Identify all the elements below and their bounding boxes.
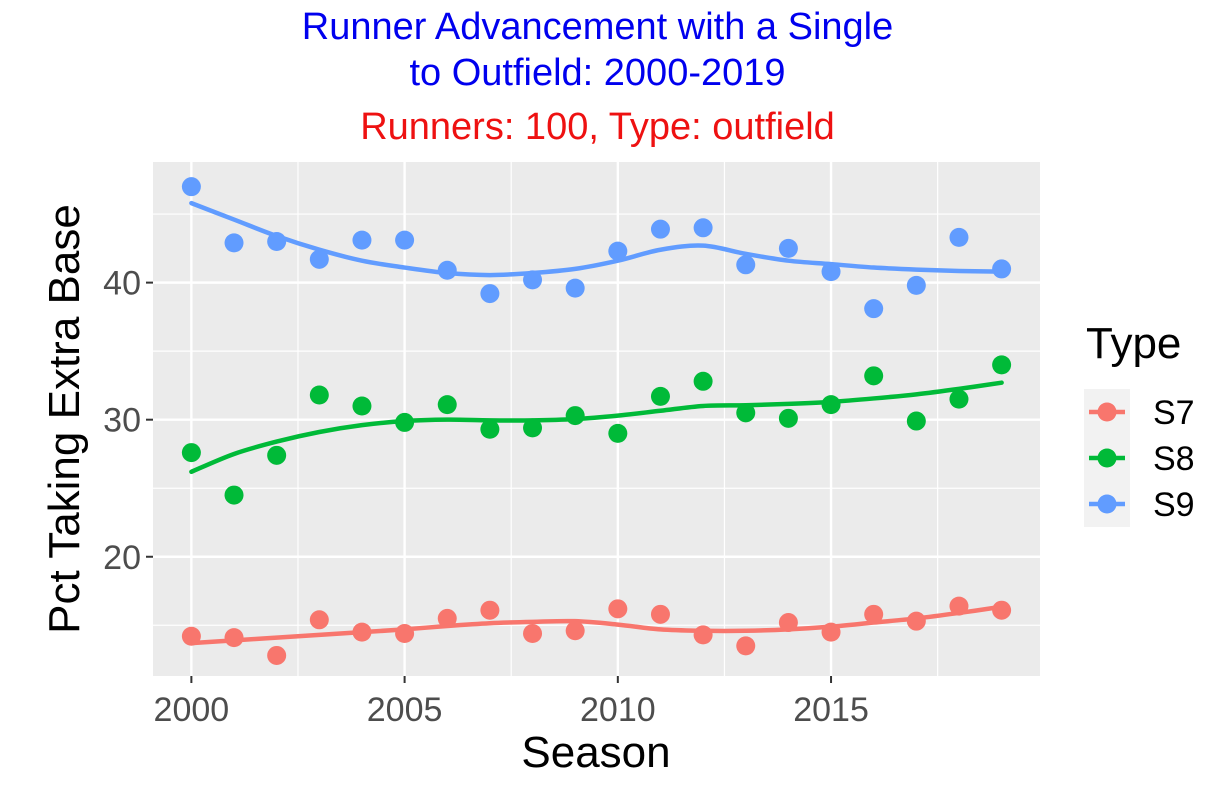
x-tick-label: 2000 (154, 691, 230, 729)
data-point-s7 (224, 628, 244, 648)
legend-label-s7: S7 (1153, 394, 1195, 432)
chart-subtitle: Runners: 100, Type: outfield (360, 106, 835, 148)
legend-key-point (1097, 402, 1117, 422)
data-point-s7 (906, 611, 926, 631)
data-point-s8 (864, 366, 884, 386)
data-point-s8 (352, 396, 372, 416)
data-point-s8 (949, 389, 969, 409)
data-point-s8 (608, 423, 628, 443)
data-point-s9 (949, 227, 969, 247)
legend-title: Type (1086, 319, 1181, 368)
data-point-s8 (523, 418, 543, 438)
data-point-s9 (523, 270, 543, 290)
data-point-s8 (267, 445, 287, 465)
data-point-s9 (821, 262, 841, 282)
y-axis: 20 30 40 (103, 265, 153, 577)
data-point-s9 (736, 255, 756, 275)
data-point-s9 (650, 219, 670, 239)
data-point-s7 (736, 636, 756, 656)
data-point-s8 (224, 485, 244, 505)
data-point-s7 (181, 626, 201, 646)
data-point-s8 (565, 406, 585, 426)
data-point-s7 (608, 599, 628, 619)
data-point-s9 (352, 230, 372, 250)
x-axis: 2000 2005 2010 2015 (154, 676, 869, 729)
legend: Type S7 S8 S9 (1084, 319, 1195, 527)
data-point-s9 (608, 241, 628, 261)
data-point-s7 (864, 604, 884, 624)
data-point-s8 (309, 385, 329, 405)
data-point-s7 (821, 622, 841, 642)
data-points (181, 177, 1012, 665)
data-point-s9 (992, 259, 1012, 279)
data-point-s8 (821, 395, 841, 415)
data-point-s9 (906, 275, 926, 295)
data-point-s7 (437, 608, 457, 628)
x-tick-label: 2010 (580, 691, 656, 729)
data-point-s8 (992, 355, 1012, 375)
data-point-s7 (650, 604, 670, 624)
data-point-s7 (309, 610, 329, 630)
data-point-s8 (650, 386, 670, 406)
data-point-s9 (480, 284, 500, 304)
data-point-s9 (693, 218, 713, 238)
data-point-s7 (352, 622, 372, 642)
y-axis-title: Pct Taking Extra Base (40, 204, 89, 634)
data-point-s8 (778, 408, 798, 428)
data-point-s9 (864, 299, 884, 319)
data-point-s9 (395, 230, 415, 250)
y-tick-label: 30 (103, 402, 141, 440)
data-point-s9 (437, 260, 457, 280)
data-point-s7 (523, 624, 543, 644)
x-axis-title: Season (521, 728, 670, 777)
data-point-s8 (181, 443, 201, 463)
data-point-s7 (267, 645, 287, 665)
smooth-line-s8 (189, 380, 1004, 475)
data-point-s8 (736, 403, 756, 423)
data-point-s7 (778, 613, 798, 633)
legend-label-s9: S9 (1153, 486, 1195, 524)
x-tick-label: 2015 (793, 691, 869, 729)
data-point-s9 (224, 233, 244, 253)
y-tick-label: 20 (103, 539, 141, 577)
data-point-s7 (992, 600, 1012, 620)
data-point-s9 (309, 249, 329, 269)
data-point-s8 (480, 419, 500, 439)
legend-label-s8: S8 (1153, 440, 1195, 478)
legend-keys: S7 S8 S9 (1084, 389, 1195, 527)
data-point-s9 (181, 177, 201, 197)
chart-title: Runner Advancement with a Single (301, 6, 894, 48)
data-point-s7 (693, 625, 713, 645)
data-point-s7 (480, 600, 500, 620)
legend-key-point (1097, 448, 1117, 468)
data-point-s8 (906, 411, 926, 431)
data-point-s8 (437, 395, 457, 415)
data-point-s9 (565, 278, 585, 298)
y-tick-label: 40 (103, 265, 141, 303)
data-point-s9 (267, 231, 287, 251)
data-point-s7 (565, 621, 585, 641)
data-point-s9 (778, 238, 798, 258)
data-point-s8 (395, 412, 415, 432)
data-point-s7 (395, 624, 415, 644)
chart-title-line-2: to Outfield: 2000-2019 (409, 52, 786, 94)
legend-key-point (1097, 494, 1117, 514)
data-point-s8 (693, 371, 713, 391)
data-point-s7 (949, 596, 969, 616)
x-tick-label: 2005 (367, 691, 443, 729)
